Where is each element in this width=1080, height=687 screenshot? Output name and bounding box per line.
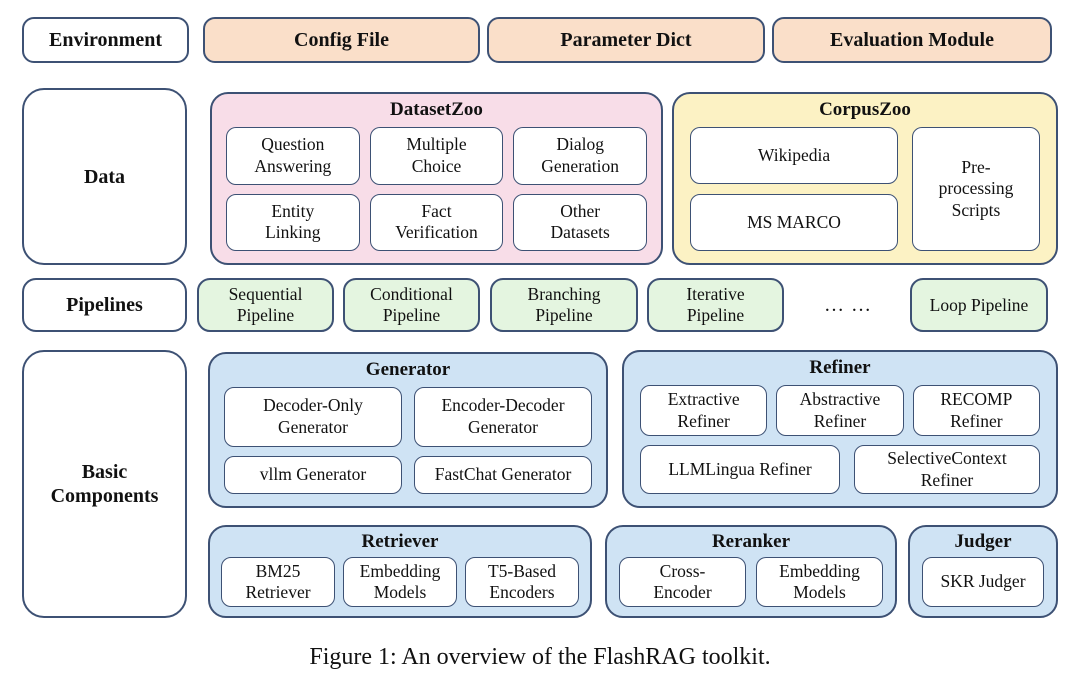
pipeline-iterative: Iterative Pipeline bbox=[647, 278, 784, 332]
pipelines-ellipsis: … … bbox=[824, 293, 872, 316]
datasetzoo-section: DatasetZoo Question Answering Multiple C… bbox=[210, 92, 663, 265]
judger-title: Judger bbox=[954, 531, 1012, 552]
refiner-extractive: Extractive Refiner bbox=[640, 385, 768, 437]
refiner-recomp: RECOMP Refiner bbox=[912, 385, 1040, 437]
pipeline-branching: Branching Pipeline bbox=[490, 278, 638, 332]
datasetzoo-title: DatasetZoo bbox=[390, 99, 483, 120]
corpus-wikipedia: Wikipedia bbox=[690, 127, 898, 184]
generator-vllm: vllm Generator bbox=[224, 455, 402, 494]
figure-caption: Figure 1: An overview of the FlashRAG to… bbox=[309, 644, 771, 670]
corpuszoo-title: CorpusZoo bbox=[819, 99, 911, 120]
retriever-title: Retriever bbox=[361, 531, 439, 552]
retriever-bm25: BM25 Retriever bbox=[221, 557, 335, 607]
dataset-other-datasets: Other Datasets bbox=[513, 193, 647, 251]
generator-decoder-only: Decoder-Only Generator bbox=[224, 387, 402, 447]
pipeline-sequential: Sequential Pipeline bbox=[197, 278, 334, 332]
basic-components-label-box: Basic Components bbox=[22, 350, 187, 618]
reranker-grid: Cross- Encoder Embedding Models bbox=[619, 557, 883, 607]
judger-skr: SKR Judger bbox=[922, 557, 1044, 607]
dataset-entity-linking: Entity Linking bbox=[226, 193, 360, 251]
generator-grid: Decoder-Only Generator Encoder-Decoder G… bbox=[224, 387, 592, 494]
generator-encoder-decoder: Encoder-Decoder Generator bbox=[414, 387, 592, 447]
corpuszoo-content: Wikipedia MS MARCO Pre- processing Scrip… bbox=[690, 127, 1040, 251]
refiner-abstractive: Abstractive Refiner bbox=[776, 385, 904, 437]
pipelines-label-box: Pipelines bbox=[22, 278, 187, 332]
reranker-cross-encoder: Cross- Encoder bbox=[619, 557, 746, 607]
corpuszoo-left-column: Wikipedia MS MARCO bbox=[690, 127, 898, 251]
generator-title: Generator bbox=[365, 359, 451, 380]
refiner-section: Refiner Extractive Refiner Abstractive R… bbox=[622, 350, 1058, 508]
refiner-row-2: LLMLingua Refiner SelectiveContext Refin… bbox=[640, 445, 1040, 494]
parameter-dict-box: Parameter Dict bbox=[487, 17, 765, 63]
pipeline-conditional: Conditional Pipeline bbox=[343, 278, 480, 332]
judger-section: Judger SKR Judger bbox=[908, 525, 1058, 618]
datasetzoo-grid: Question Answering Multiple Choice Dialo… bbox=[226, 127, 647, 251]
data-label-box: Data bbox=[22, 88, 187, 265]
reranker-title: Reranker bbox=[711, 531, 791, 552]
retriever-t5-encoders: T5-Based Encoders bbox=[465, 557, 579, 607]
refiner-selectivecontext: SelectiveContext Refiner bbox=[854, 445, 1040, 494]
config-file-box: Config File bbox=[203, 17, 480, 63]
environment-label-box: Environment bbox=[22, 17, 189, 63]
judger-content: SKR Judger bbox=[922, 557, 1044, 607]
refiner-row-1: Extractive Refiner Abstractive Refiner R… bbox=[640, 385, 1040, 437]
reranker-section: Reranker Cross- Encoder Embedding Models bbox=[605, 525, 897, 618]
evaluation-module-box: Evaluation Module bbox=[772, 17, 1052, 63]
dataset-fact-verification: Fact Verification bbox=[369, 193, 504, 251]
reranker-embedding-models: Embedding Models bbox=[756, 557, 883, 607]
dataset-question-answering: Question Answering bbox=[226, 127, 360, 185]
pipeline-loop: Loop Pipeline bbox=[910, 278, 1048, 332]
refiner-title: Refiner bbox=[809, 357, 871, 378]
generator-section: Generator Decoder-Only Generator Encoder… bbox=[208, 352, 608, 508]
dataset-multiple-choice: Multiple Choice bbox=[369, 127, 504, 185]
retriever-grid: BM25 Retriever Embedding Models T5-Based… bbox=[221, 557, 579, 607]
refiner-llmlingua: LLMLingua Refiner bbox=[640, 445, 840, 494]
corpus-ms-marco: MS MARCO bbox=[690, 194, 898, 251]
generator-fastchat: FastChat Generator bbox=[414, 455, 592, 494]
dataset-dialog-generation: Dialog Generation bbox=[513, 127, 647, 185]
retriever-section: Retriever BM25 Retriever Embedding Model… bbox=[208, 525, 592, 618]
corpuszoo-section: CorpusZoo Wikipedia MS MARCO Pre- proces… bbox=[672, 92, 1058, 265]
corpus-preprocessing-scripts: Pre- processing Scripts bbox=[912, 127, 1040, 251]
retriever-embedding-models: Embedding Models bbox=[343, 557, 457, 607]
